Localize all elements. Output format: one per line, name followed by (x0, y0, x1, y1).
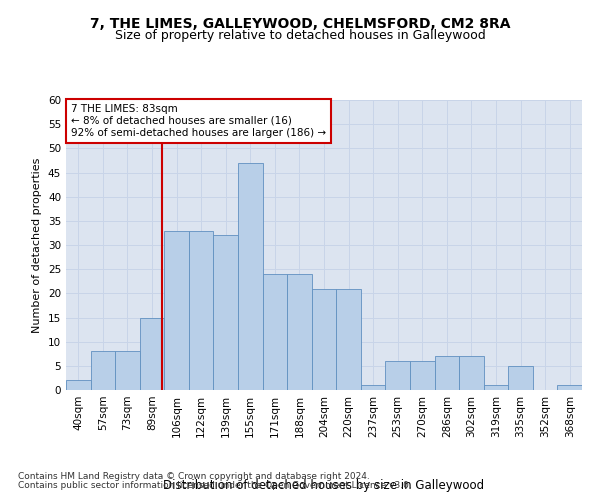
Bar (66, 380, 91, 390)
Bar (312, 288, 336, 390)
Bar (361, 385, 385, 390)
Bar (140, 318, 164, 390)
Bar (287, 274, 312, 390)
Bar (459, 356, 484, 390)
Bar (214, 236, 238, 390)
Bar (484, 385, 508, 390)
Text: 7, THE LIMES, GALLEYWOOD, CHELMSFORD, CM2 8RA: 7, THE LIMES, GALLEYWOOD, CHELMSFORD, CM… (90, 18, 510, 32)
Bar (508, 366, 533, 390)
Bar (238, 163, 263, 390)
Text: Size of property relative to detached houses in Galleywood: Size of property relative to detached ho… (115, 29, 485, 42)
Text: Contains HM Land Registry data © Crown copyright and database right 2024.: Contains HM Land Registry data © Crown c… (18, 472, 370, 481)
Bar (385, 361, 410, 390)
Bar (189, 230, 214, 390)
Bar (91, 352, 115, 390)
Bar (336, 288, 361, 390)
Bar (263, 274, 287, 390)
Bar (434, 356, 459, 390)
Bar (557, 385, 582, 390)
Bar (115, 352, 140, 390)
Text: 7 THE LIMES: 83sqm
← 8% of detached houses are smaller (16)
92% of semi-detached: 7 THE LIMES: 83sqm ← 8% of detached hous… (71, 104, 326, 138)
Y-axis label: Number of detached properties: Number of detached properties (32, 158, 43, 332)
Bar (410, 361, 434, 390)
Bar (164, 230, 189, 390)
X-axis label: Distribution of detached houses by size in Galleywood: Distribution of detached houses by size … (163, 478, 485, 492)
Text: Contains public sector information licensed under the Open Government Licence v3: Contains public sector information licen… (18, 481, 412, 490)
